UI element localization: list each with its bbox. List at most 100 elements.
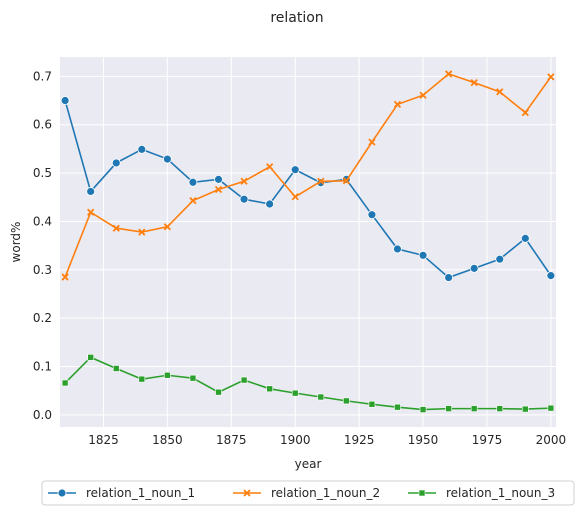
series-line [64,73,552,278]
legend-marker [57,488,67,498]
data-point [112,224,120,232]
data-point [470,405,478,412]
data-point [317,177,325,185]
data-point [266,163,274,171]
data-point [393,244,402,254]
data-point [368,138,376,146]
x-tick-label: 1825 [88,433,119,447]
x-tick-label: 1850 [152,433,183,447]
legend-label: relation_1_noun_1 [86,486,195,500]
data-point [368,400,376,408]
legend-item: relation_1_noun_1 [48,486,195,500]
y-tick-label: 0.6 [33,118,52,132]
y-axis-label: word% [9,222,23,263]
data-point [188,177,198,187]
data-point [164,371,171,379]
data-point [470,78,478,87]
y-tick-label: 0.7 [33,69,52,83]
data-point [418,250,428,260]
data-point [496,405,504,412]
data-point [189,374,197,382]
data-point [240,177,248,185]
series-group [60,70,556,413]
data-point [419,406,427,413]
x-tick-label: 1875 [216,433,247,447]
legend: relation_1_noun_1 relation_1_noun_2 relati… [41,480,575,506]
data-point [444,273,454,282]
data-point [86,187,96,196]
data-point [61,273,69,281]
legend-item: relation_1_noun_3 [408,486,555,500]
data-point [189,197,197,205]
data-point [291,389,299,397]
series-relation_1_noun_1 [60,96,556,282]
y-tick-label: 0.0 [33,408,52,422]
data-point [419,91,427,99]
data-point [265,199,275,209]
data-point [214,185,223,194]
data-point [343,397,350,405]
y-axis-ticks: 0.0 0.1 0.2 0.3 0.4 0.5 0.6 0.7 [33,69,52,422]
data-point [317,393,325,401]
x-tick-label: 1975 [472,433,503,447]
x-tick-label: 2000 [536,433,567,447]
series-line [64,100,552,279]
data-point [291,193,299,201]
data-point [215,388,222,396]
data-point [87,354,94,361]
data-point [138,228,146,236]
data-point [162,154,172,164]
data-point [469,263,479,273]
series-relation_1_noun_2 [61,70,555,281]
x-axis-label: year [295,457,322,471]
x-axis-ticks: 1825 1850 1875 1900 1925 1950 1975 2000 [88,433,566,447]
data-point [342,177,350,185]
data-point [547,73,555,81]
legend-marker [418,489,426,497]
data-point [138,375,146,383]
data-point [521,108,529,117]
grid-lines [60,57,556,427]
legend-item: relation_1_noun_2 [233,486,380,500]
data-point [163,223,172,231]
data-point [61,379,69,387]
series-line [64,356,551,411]
legend-box [41,480,575,506]
data-point [240,376,248,384]
data-point [87,208,95,216]
y-tick-label: 0.5 [33,166,52,180]
y-tick-label: 0.4 [33,214,52,228]
data-point [444,70,453,78]
data-point [367,210,377,220]
x-tick-label: 1950 [408,433,439,447]
data-point [496,88,504,96]
data-point [547,404,555,412]
y-tick-label: 0.3 [33,263,52,277]
data-point [522,405,529,413]
data-point [520,233,530,243]
data-point [111,158,121,168]
y-tick-label: 0.2 [33,311,52,325]
data-point [239,194,249,204]
plot-area [60,57,556,427]
data-point [214,174,223,184]
y-tick-label: 0.1 [33,360,52,374]
data-point [394,403,401,411]
legend-marker [243,489,251,497]
x-tick-label: 1925 [344,433,375,447]
x-tick-label: 1900 [280,433,311,447]
data-point [290,165,300,175]
legend-label: relation_1_noun_2 [271,486,380,500]
data-point [445,405,452,412]
data-point [393,100,402,109]
legend-label: relation_1_noun_3 [446,486,555,500]
data-point [137,144,147,154]
data-point [112,365,120,372]
chart-title: relation [270,10,323,26]
data-point [60,96,70,105]
data-point [495,254,505,264]
data-point [266,385,273,393]
series-relation_1_noun_3 [61,354,555,413]
data-point [546,271,556,281]
